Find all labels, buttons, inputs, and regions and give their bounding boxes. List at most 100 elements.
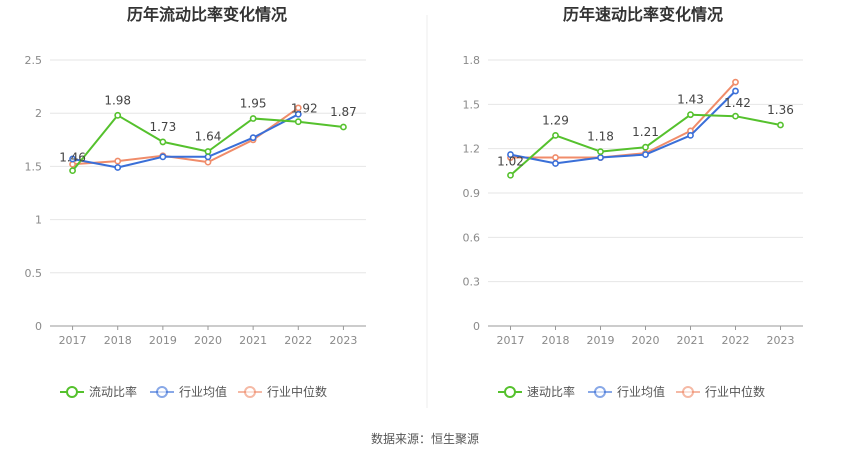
data-label: 1.43 (677, 93, 704, 107)
data-label: 1.87 (330, 105, 357, 119)
data-point[interactable] (552, 154, 559, 161)
data-point[interactable] (732, 78, 739, 86)
legend-item-primary-series[interactable]: 速动比率 (498, 384, 575, 399)
data-label: 1.21 (632, 125, 659, 139)
y-tick-label: 1.5 (25, 160, 43, 173)
x-tick-label: 2018 (542, 334, 570, 347)
data-point[interactable] (597, 148, 604, 156)
x-tick-label: 2021 (239, 334, 267, 347)
data-label: 1.64 (195, 130, 222, 144)
data-point[interactable] (69, 167, 76, 175)
data-point[interactable] (552, 131, 559, 139)
y-tick-label: 0.6 (463, 231, 481, 244)
x-tick-label: 2023 (329, 334, 357, 347)
data-label: 1.02 (497, 154, 524, 168)
data-point[interactable] (114, 157, 122, 165)
y-tick-label: 0 (35, 320, 42, 333)
chart-title: 历年速动比率变化情况 (563, 5, 723, 24)
x-tick-label: 2017 (59, 334, 87, 347)
y-tick-label: 0.5 (25, 267, 43, 280)
legend-label: 速动比率 (527, 384, 575, 399)
data-point[interactable] (552, 160, 559, 167)
data-point[interactable] (642, 143, 649, 151)
data-label: 1.92 (291, 102, 318, 116)
data-point[interactable] (69, 155, 76, 163)
industry-average-series (69, 110, 302, 171)
x-tick-label: 2019 (149, 334, 177, 347)
y-tick-label: 1.5 (463, 98, 481, 111)
data-point[interactable] (507, 151, 514, 158)
data-point[interactable] (159, 153, 167, 161)
data-point[interactable] (249, 115, 257, 122)
chart-title: 历年流动比率变化情况 (127, 5, 287, 24)
current-ratio-chart: 历年流动比率变化情况 0 0.5 1 1.5 2 2.5 2017 2018 2019 2020 20… (25, 5, 366, 399)
data-source-label: 数据来源：恒生聚源 (370, 432, 479, 446)
data-point[interactable] (597, 154, 604, 161)
legend-label: 流动比率 (89, 384, 137, 399)
legend-marker-icon (156, 386, 168, 398)
legend-marker-icon (594, 386, 606, 398)
legend-marker-icon (682, 386, 694, 398)
x-tick-label: 2022 (722, 334, 750, 347)
y-tick-label: 0.9 (463, 187, 481, 200)
data-point[interactable] (507, 171, 514, 179)
legend-label: 行业均值 (617, 384, 665, 399)
y-tick-label: 1.2 (463, 143, 481, 156)
data-point[interactable] (204, 158, 212, 166)
y-tick-label: 0.3 (463, 276, 481, 289)
x-tick-label: 2018 (104, 334, 132, 347)
y-tick-label: 0 (473, 320, 480, 333)
data-point[interactable] (732, 87, 739, 95)
data-label: 1.42 (724, 96, 751, 110)
x-tick-label: 2021 (677, 334, 705, 347)
x-tick-label: 2022 (284, 334, 312, 347)
legend-item-industry-average-series[interactable]: 行业均值 (150, 384, 227, 399)
data-point[interactable] (687, 131, 694, 139)
data-label: 1.29 (542, 113, 569, 127)
legend-label: 行业中位数 (267, 384, 327, 399)
y-tick-label: 1 (35, 214, 42, 227)
legend-marker-icon (244, 386, 256, 398)
x-tick-label: 2023 (767, 334, 795, 347)
quick-ratio-chart: 历年速动比率变化情况 0 0.3 0.6 0.9 1.2 1.5 1.8 2017 2018 201… (463, 5, 803, 399)
data-label: 1.73 (149, 120, 176, 134)
x-tick-label: 2020 (632, 334, 660, 347)
data-point[interactable] (204, 153, 212, 161)
data-point[interactable] (294, 104, 302, 112)
data-point[interactable] (732, 112, 739, 120)
data-point[interactable] (687, 111, 694, 119)
legend-marker-icon (66, 386, 78, 398)
data-label: 1.36 (767, 103, 794, 117)
data-point[interactable] (294, 110, 302, 118)
primary-series (507, 111, 784, 179)
data-label: 1.46 (59, 151, 86, 165)
data-point[interactable] (114, 164, 122, 171)
legend-marker-icon (504, 386, 516, 398)
data-label: 1.98 (104, 93, 131, 107)
x-tick-label: 2019 (587, 334, 615, 347)
legend-item-industry-median-series[interactable]: 行业中位数 (676, 384, 765, 399)
data-point[interactable] (114, 111, 122, 119)
data-point[interactable] (340, 123, 347, 131)
y-tick-label: 1.8 (463, 54, 481, 67)
primary-series (69, 111, 347, 175)
data-point[interactable] (249, 134, 257, 142)
data-label: 1.95 (240, 97, 267, 111)
data-point[interactable] (642, 151, 649, 158)
series-line (510, 90, 737, 165)
data-label: 1.18 (587, 130, 614, 144)
x-tick-label: 2017 (497, 334, 525, 347)
legend-item-primary-series[interactable]: 流动比率 (60, 384, 137, 399)
x-tick-label: 2020 (194, 334, 222, 347)
data-point[interactable] (159, 138, 167, 146)
data-point[interactable] (204, 148, 212, 155)
legend-item-industry-median-series[interactable]: 行业中位数 (238, 384, 327, 399)
legend-label: 行业中位数 (705, 384, 765, 399)
legend-label: 行业均值 (179, 384, 227, 399)
data-point[interactable] (294, 118, 302, 126)
series-line (72, 113, 299, 169)
y-tick-label: 2.5 (25, 54, 43, 67)
legend-item-industry-average-series[interactable]: 行业均值 (588, 384, 665, 399)
data-point[interactable] (777, 121, 784, 129)
